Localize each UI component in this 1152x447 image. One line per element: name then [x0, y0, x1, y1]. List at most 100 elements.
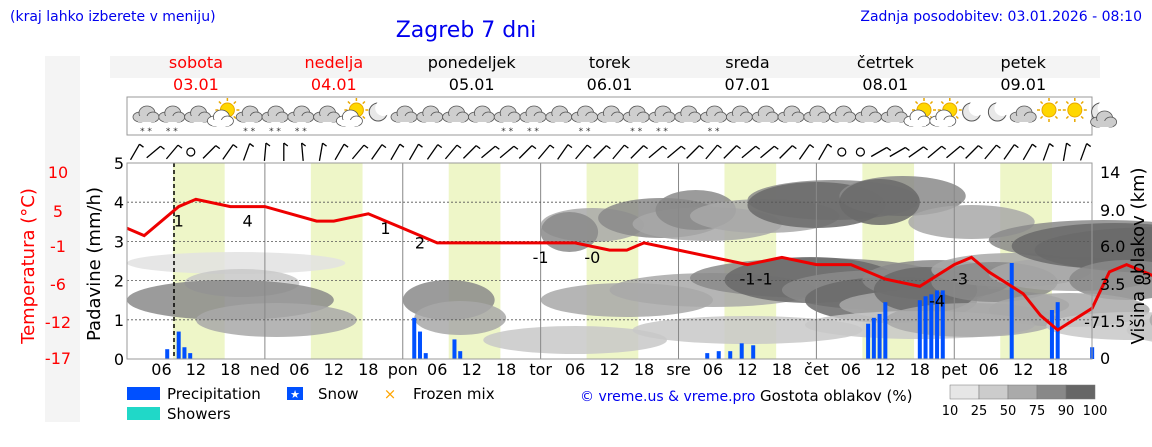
cloud-density-blob — [1149, 314, 1152, 326]
temperature-value-label: 1 — [380, 219, 390, 238]
cloud-height-tick: 0 — [1100, 349, 1110, 368]
wind-barb-icon — [518, 145, 537, 159]
wind-barb-icon — [351, 144, 369, 160]
x-hour-label: 12 — [1013, 360, 1033, 379]
x-hour-label: 06 — [979, 360, 999, 379]
wind-barb-icon — [889, 146, 910, 158]
wind-barb-icon — [1022, 143, 1037, 161]
day-name: sobota — [169, 53, 223, 72]
precipitation-tick: 3 — [114, 232, 124, 251]
sun-icon — [1037, 98, 1061, 122]
temperature-value-label: 1 — [174, 212, 184, 231]
wind-barb-icon — [612, 144, 629, 160]
sun-cloud-icon — [206, 98, 240, 127]
wind-barb-icon — [984, 144, 1001, 160]
precipitation-bar — [165, 349, 170, 359]
right-axis: 14 9.0 6.0 3.5 1.5 0 — [1100, 163, 1125, 368]
temperature-value-label: -1 — [757, 270, 773, 289]
x-hour-label: 12 — [462, 360, 482, 379]
wind-barb-icon — [1079, 143, 1092, 161]
wind-barb-icon — [222, 144, 238, 160]
left-axis-band — [45, 56, 80, 422]
x-hour-label: 18 — [772, 360, 792, 379]
x-hour-label: 18 — [220, 360, 240, 379]
wind-barb-icon — [946, 145, 965, 159]
precipitation-bar — [458, 351, 463, 359]
sun-cloud-icon — [335, 98, 369, 127]
wind-barb-icon — [202, 145, 221, 159]
precipitation-bar — [182, 347, 187, 359]
wind-barb-icon — [855, 147, 866, 157]
moon-icon — [368, 100, 392, 122]
x-hour-label: 06 — [703, 360, 723, 379]
wind-barb-icon — [575, 144, 592, 160]
precipitation-bar — [412, 317, 417, 359]
cloud-icon — [726, 105, 753, 123]
wind-barb-icon — [242, 143, 255, 161]
wind-barb-icon — [318, 142, 327, 161]
precipitation-bar — [705, 353, 710, 359]
wind-barb-icon — [705, 144, 722, 160]
wind-barb-icon — [630, 145, 648, 159]
temperature-value-label: -3 — [1136, 270, 1152, 289]
wind-barb-icon — [334, 143, 349, 161]
cloud-icon — [416, 105, 444, 123]
cloud-height-tick: 1.5 — [1100, 312, 1125, 331]
x-hour-label: 06 — [151, 360, 171, 379]
wind-barb-icon — [263, 142, 271, 162]
legend-precip-swatch — [127, 387, 160, 400]
day-date: 06.01 — [587, 75, 633, 94]
precipitation-tick: 4 — [114, 193, 124, 212]
legend-snow-label: Snow — [318, 385, 358, 403]
cloud-icon — [880, 105, 908, 123]
cloud-height-tick: 14 — [1100, 163, 1120, 182]
wind-barb-icon — [908, 146, 928, 158]
credit-link[interactable]: © vreme.us & vreme.pro — [580, 389, 755, 405]
precipitation-axis-title: Padavine (mm/h) — [84, 187, 105, 341]
wind-barb-icon — [870, 146, 892, 158]
x-hour-label: 06 — [841, 360, 861, 379]
wind-barb-icon — [1003, 144, 1019, 160]
day-date: 08.01 — [862, 75, 908, 94]
wind-barb-icon — [165, 144, 183, 160]
cloud-snow-icon: * * — [571, 105, 598, 137]
precipitation-bar — [929, 294, 934, 359]
cloud-density-blob — [414, 301, 507, 335]
cloud-icon — [777, 105, 805, 123]
cloud-icon — [390, 105, 418, 123]
cloud-snow-icon: * * — [235, 105, 263, 137]
day-date: 03.01 — [173, 75, 219, 94]
cloud-height-tick: 6.0 — [1100, 237, 1125, 256]
update-timestamp: Zadnja posodobitev: 03.01.2026 - 08:10 — [860, 9, 1142, 25]
location-hint[interactable]: (kraj lahko izberete v meniju) — [10, 9, 216, 25]
legend-showers-label: Showers — [167, 405, 231, 423]
page-title: Zagreb 7 dni — [396, 18, 537, 43]
x-hour-label: 12 — [737, 360, 757, 379]
density-scale-label: 90 — [1058, 404, 1075, 419]
x-day-label: čet — [804, 360, 829, 379]
cloud-icon — [313, 105, 341, 123]
x-hour-label: 12 — [324, 360, 344, 379]
moon-icon — [962, 100, 985, 122]
cloud-density-blob — [127, 252, 346, 274]
precipitation-tick: 0 — [114, 350, 124, 369]
cloud-snow-icon: * * — [158, 105, 186, 137]
day-name: petek — [1001, 53, 1047, 72]
x-hour-label: 12 — [186, 360, 206, 379]
cloud-density-scale: 10 25 50 75 90 100 — [942, 384, 1107, 419]
temperature-line — [126, 197, 1152, 332]
svg-text:* *: * * — [295, 127, 307, 137]
wind-barb-icon — [723, 145, 741, 159]
wind-barb-icon — [686, 145, 704, 159]
precipitation-tick: 2 — [114, 272, 124, 291]
cloud-icon — [467, 105, 495, 123]
density-swatch — [1036, 384, 1067, 400]
cloud-density-blob — [1069, 260, 1152, 300]
svg-text:* *: * * — [501, 127, 513, 137]
cloud-height-axis-title: Višina oblakov (km) — [1128, 167, 1149, 344]
cloud-snow-icon: * * — [132, 105, 160, 137]
sun-cloud-icon — [929, 98, 962, 127]
wind-barb-icon — [667, 145, 686, 159]
x-hour-label: 12 — [599, 360, 619, 379]
moon-cloud-icon — [1090, 100, 1117, 128]
